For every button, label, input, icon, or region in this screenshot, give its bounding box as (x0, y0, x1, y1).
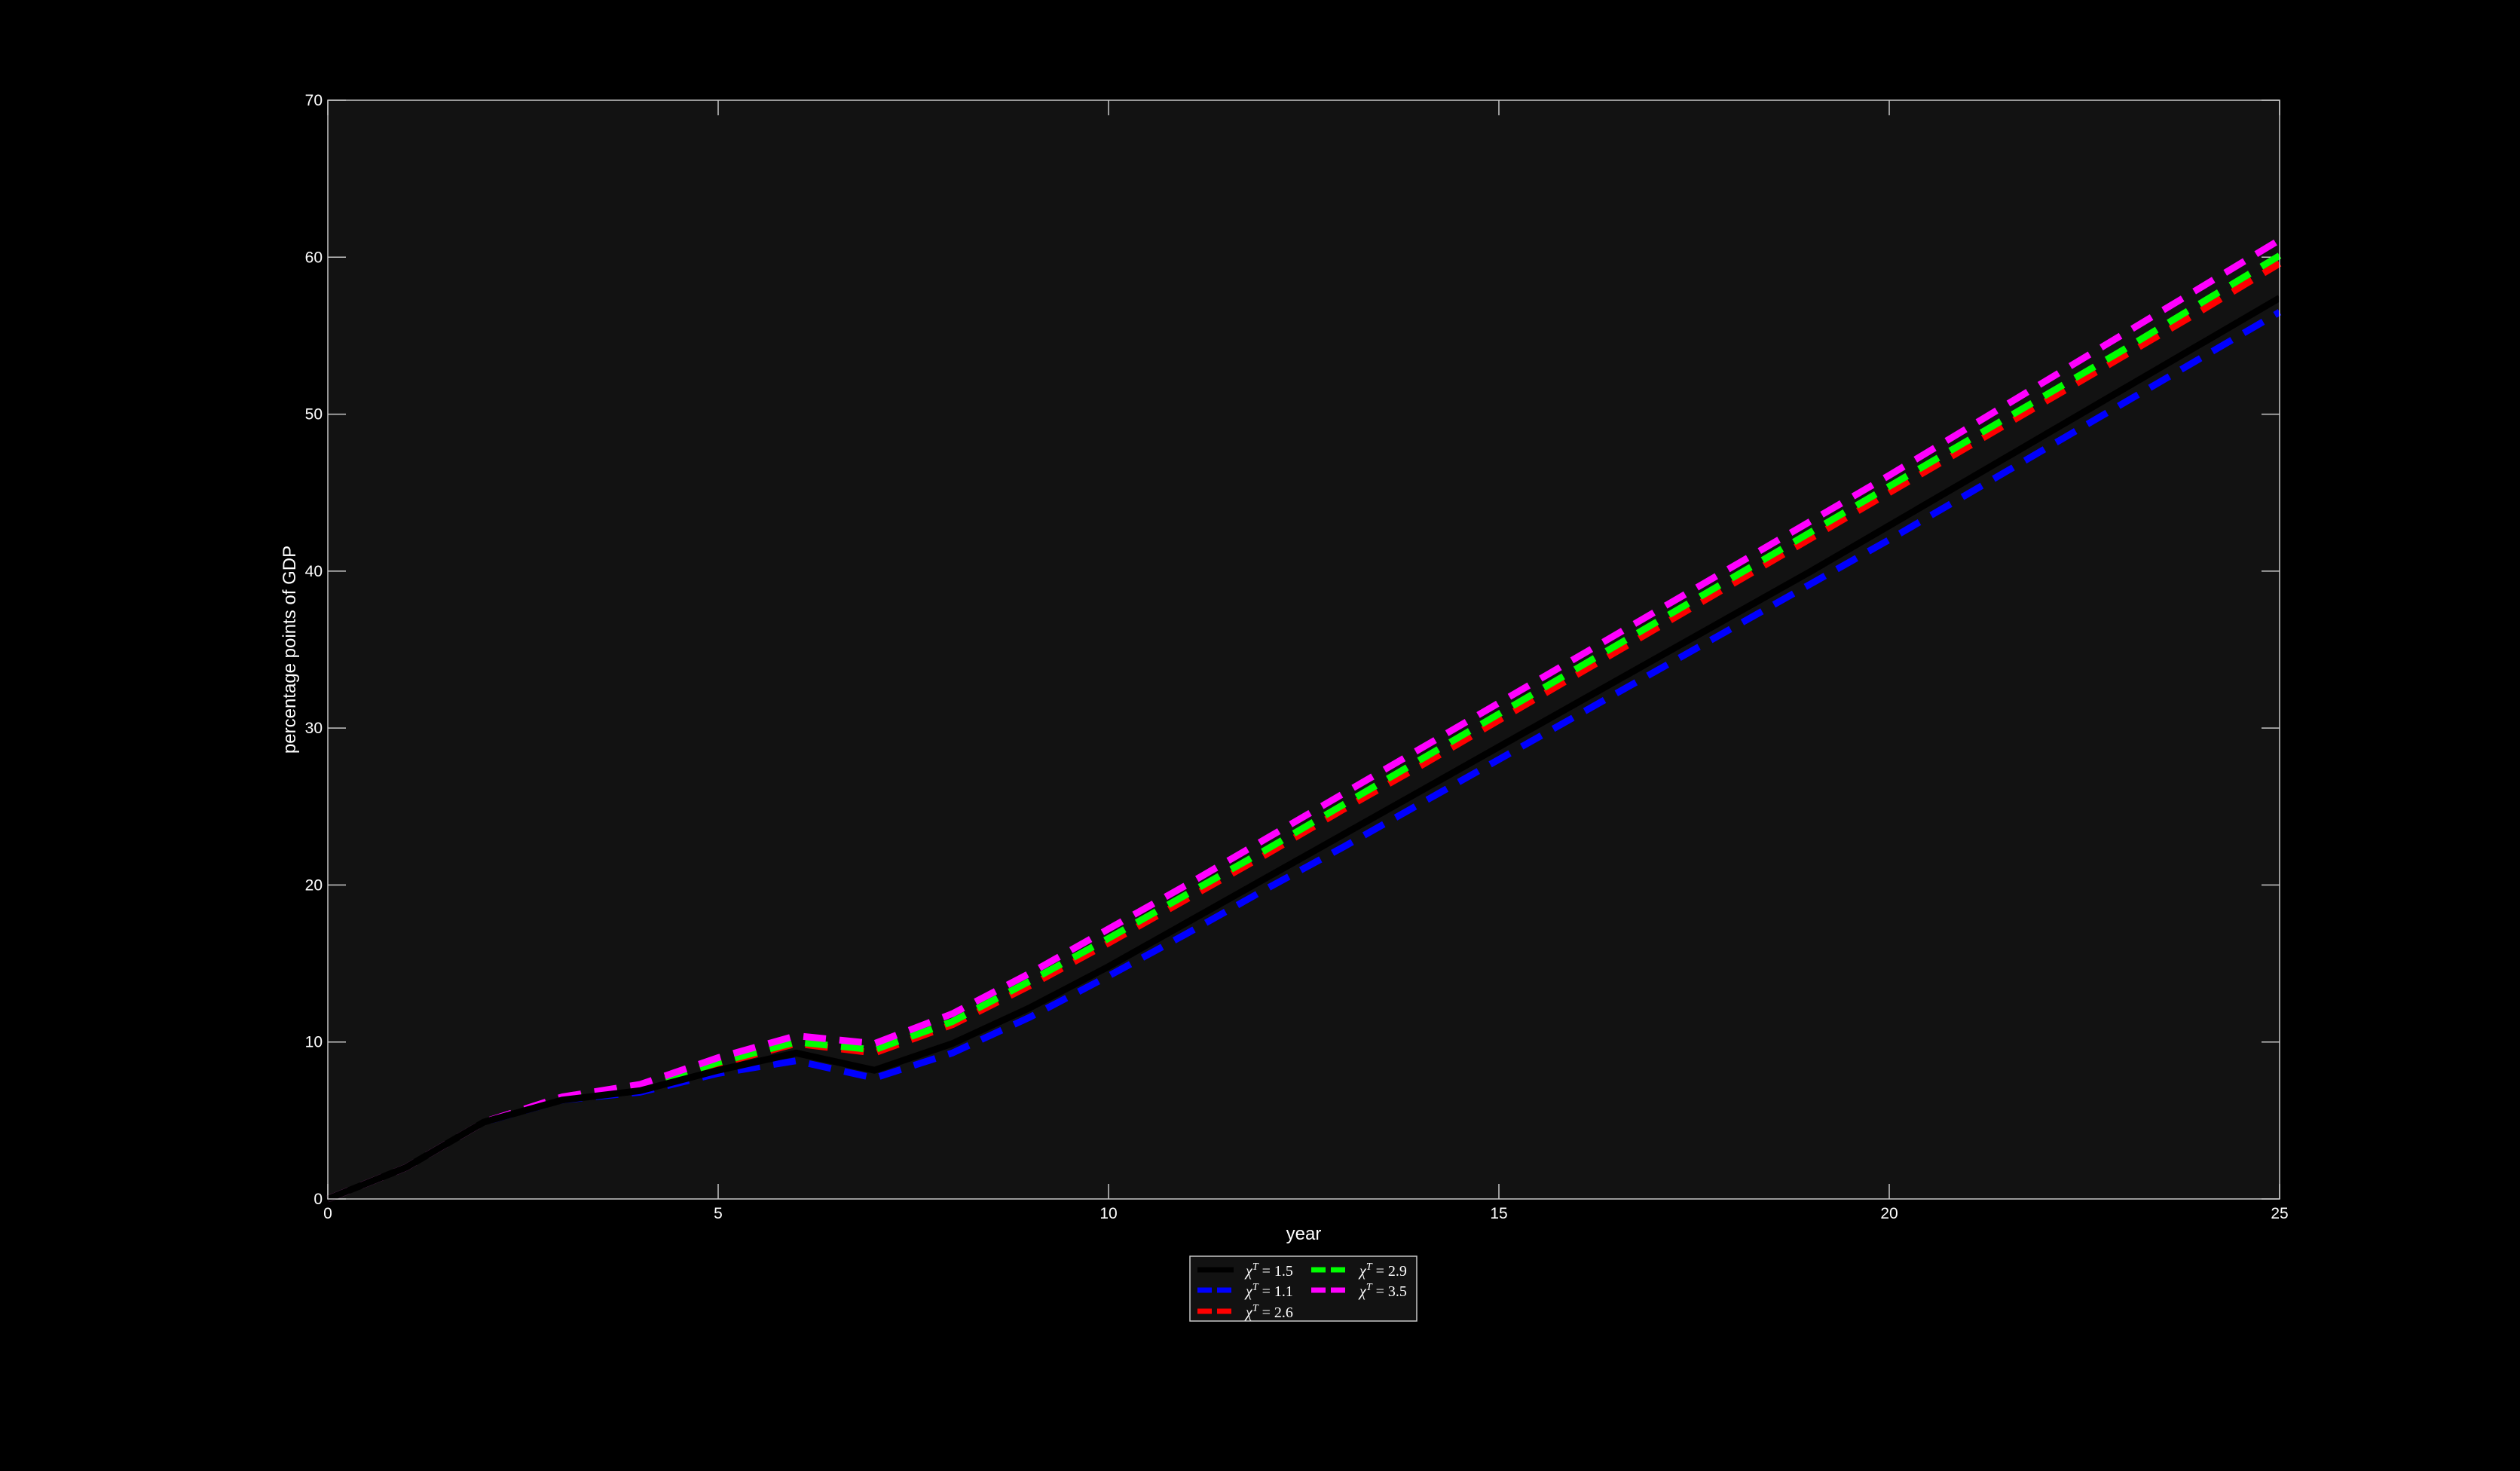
y-tick-label: 10 (305, 1034, 323, 1051)
plot-frame (327, 99, 2280, 1200)
x-axis-label: year (1286, 1224, 1322, 1244)
y-tick-label: 60 (305, 249, 323, 266)
y-tick-label: 70 (305, 92, 323, 109)
x-tick-label: 20 (1880, 1205, 1898, 1222)
legend-entry-label: χT = 1.1 (1244, 1282, 1293, 1300)
y-tick-label: 50 (305, 406, 323, 424)
series-line-4 (326, 237, 2282, 1203)
series-lines (326, 237, 2282, 1203)
legend-entry-label: χT = 1.5 (1244, 1262, 1293, 1280)
x-tick-label: 0 (323, 1205, 332, 1222)
y-tick-label: 40 (305, 563, 323, 580)
series-line-0 (326, 295, 2282, 1203)
legend-entry-label: χT = 3.5 (1358, 1282, 1407, 1300)
x-tick-label: 25 (2271, 1205, 2288, 1222)
legend-entry-label: χT = 2.6 (1244, 1303, 1293, 1321)
y-axis-label: percentage points of GDP (280, 546, 300, 754)
plot-area (328, 100, 2280, 1199)
legend-entry-label: χT = 2.9 (1358, 1262, 1407, 1280)
x-tick-label: 5 (714, 1205, 723, 1222)
y-tick-label: 0 (313, 1191, 323, 1208)
y-tick-label: 30 (305, 720, 323, 737)
x-tick-label: 15 (1490, 1205, 1507, 1222)
series-line-2 (326, 260, 2282, 1203)
legend: χT = 1.5 χT = 1.1 χT = 2.6 χT = 2.9 χT = 3.5 (1189, 1255, 1418, 1322)
y-tick-label: 20 (305, 876, 323, 894)
axis-ticks: 0 5 10 15 20 25 0 10 20 30 40 50 60 70 (305, 92, 2289, 1222)
series-line-3 (326, 252, 2282, 1203)
x-tick-label: 10 (1099, 1205, 1117, 1222)
